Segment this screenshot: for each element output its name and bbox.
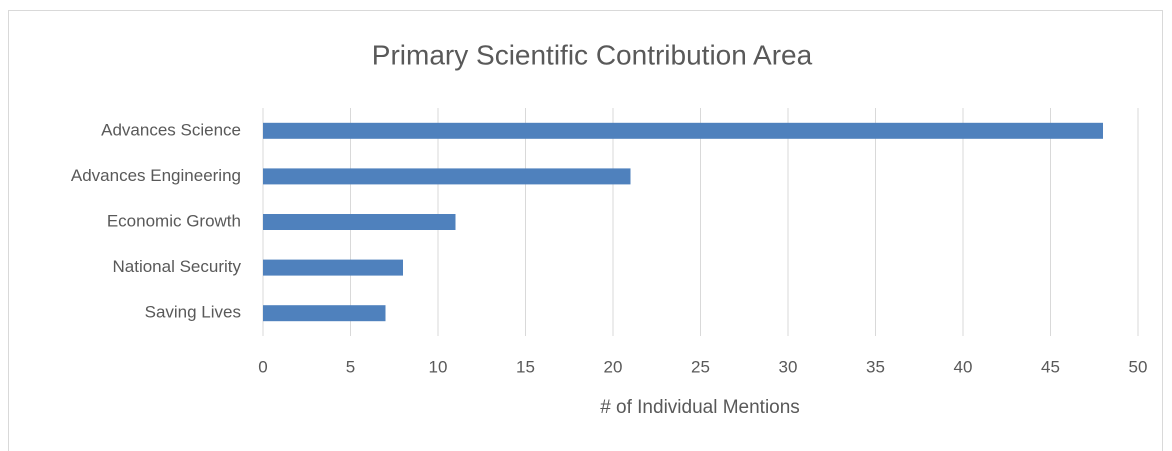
y-tick-label: Saving Lives xyxy=(145,303,241,322)
x-tick-label: 40 xyxy=(954,357,973,376)
x-tick-label: 50 xyxy=(1129,357,1148,376)
y-tick-label: Advances Engineering xyxy=(71,166,241,185)
chart-border xyxy=(8,10,1163,451)
x-axis-title: # of Individual Mentions xyxy=(600,397,800,418)
bar xyxy=(263,168,631,185)
x-tick-label: 30 xyxy=(779,357,798,376)
x-tick-label: 10 xyxy=(429,357,448,376)
x-tick-label: 20 xyxy=(604,357,623,376)
bar xyxy=(263,214,456,230)
x-tick-label: 45 xyxy=(1041,357,1060,376)
x-tick-label: 5 xyxy=(346,357,355,376)
y-tick-label: Economic Growth xyxy=(107,211,241,230)
x-tick-label: 15 xyxy=(516,357,535,376)
x-tick-label: 25 xyxy=(691,357,710,376)
y-tick-label: National Security xyxy=(112,257,241,276)
chart-title: Primary Scientific Contribution Area xyxy=(372,39,813,70)
y-tick-label: Advances Science xyxy=(101,120,241,139)
x-tick-label: 0 xyxy=(258,357,267,376)
bar xyxy=(263,259,403,276)
x-tick-label: 35 xyxy=(866,357,885,376)
bar xyxy=(263,122,1103,139)
bar xyxy=(263,305,386,322)
